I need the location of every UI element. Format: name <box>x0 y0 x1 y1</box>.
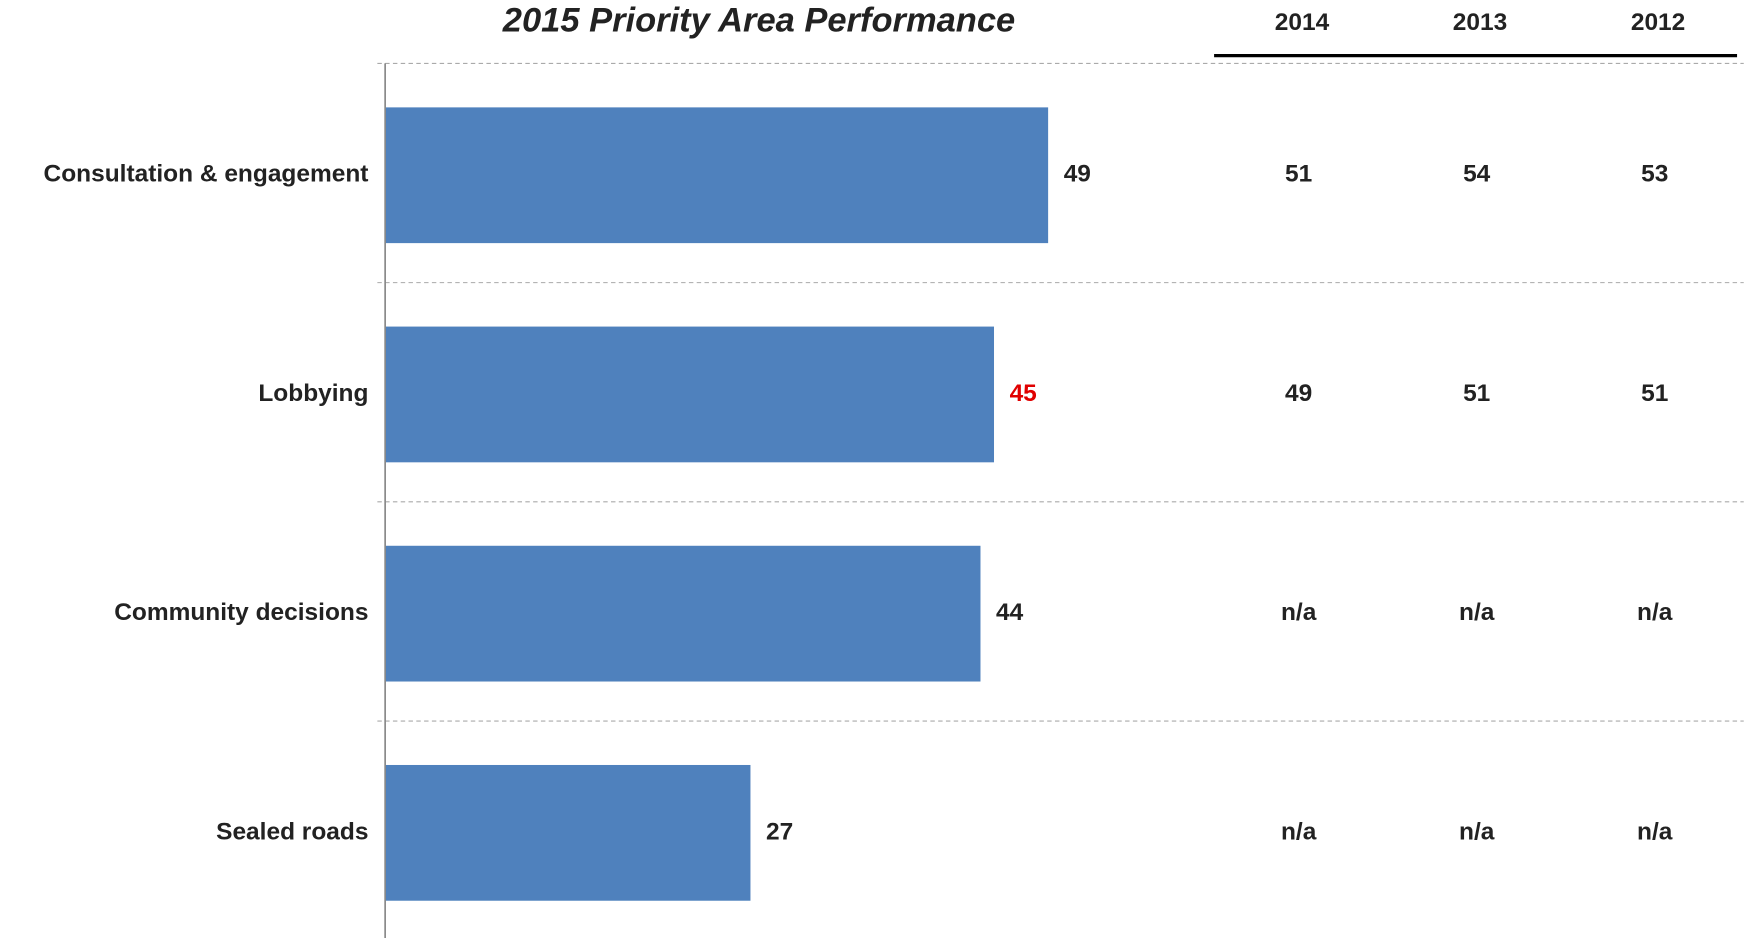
table-cell: n/a <box>1637 599 1673 626</box>
bar <box>385 107 1049 244</box>
value-label: 49 <box>1064 161 1091 188</box>
table-cell: n/a <box>1281 599 1317 626</box>
value-label: 45 <box>1010 380 1037 407</box>
column-header: 2014 <box>1275 9 1330 36</box>
column-header: 2012 <box>1631 9 1685 36</box>
table-cell: 53 <box>1641 161 1668 188</box>
column-header: 2013 <box>1453 9 1507 36</box>
table-cell: 51 <box>1463 380 1490 407</box>
table-cell: 51 <box>1641 380 1668 407</box>
table-cell: 54 <box>1463 161 1491 188</box>
bar <box>385 764 751 901</box>
category-label: Sealed roads <box>216 818 368 845</box>
category-label: Consultation & engagement <box>44 161 369 188</box>
table-cell: n/a <box>1459 599 1495 626</box>
bar <box>385 545 981 682</box>
value-label: 27 <box>766 818 793 845</box>
value-label: 44 <box>996 599 1024 626</box>
table-cell: 49 <box>1285 380 1312 407</box>
category-label: Lobbying <box>258 380 368 407</box>
table-cell: 51 <box>1285 161 1312 188</box>
table-cell: n/a <box>1459 818 1495 845</box>
table-cell: n/a <box>1637 818 1673 845</box>
chart-title: 2015 Priority Area Performance <box>502 1 1015 39</box>
category-label: Community decisions <box>114 599 368 626</box>
bar <box>385 326 995 463</box>
table-cell: n/a <box>1281 818 1317 845</box>
